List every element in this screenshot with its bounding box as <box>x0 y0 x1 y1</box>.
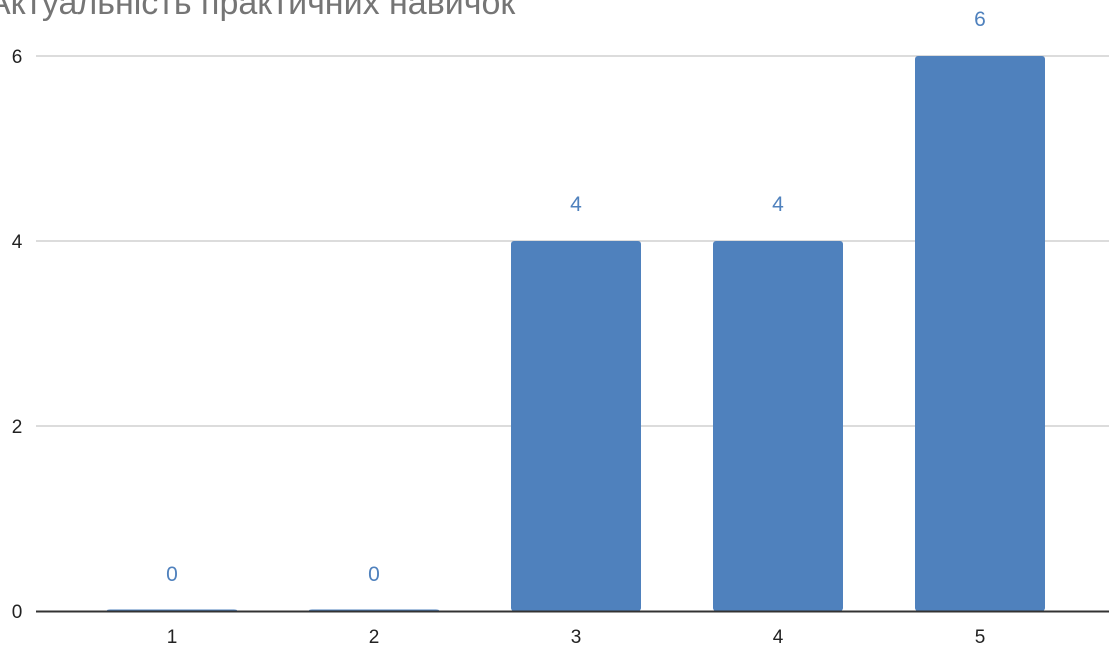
x-tick-label: 2 <box>369 627 380 648</box>
data-label: 4 <box>570 193 582 216</box>
y-tick-label: 6 <box>12 47 23 68</box>
y-tick-label: 2 <box>12 417 23 438</box>
data-label: 4 <box>772 193 784 216</box>
x-tick-label: 3 <box>571 627 582 648</box>
data-label: 6 <box>974 8 986 31</box>
x-tick-label: 1 <box>167 627 178 648</box>
data-label: 0 <box>166 563 178 586</box>
x-tick-label: 4 <box>773 627 784 648</box>
y-tick-label: 0 <box>12 602 23 623</box>
x-tick-label: 5 <box>975 627 986 648</box>
bar-5 <box>915 56 1045 611</box>
chart-title: Актуальність практичних навичок <box>0 0 516 22</box>
bar-4 <box>713 241 843 611</box>
data-label: 0 <box>368 563 380 586</box>
y-tick-label: 4 <box>12 232 23 253</box>
bar-3 <box>511 241 641 611</box>
